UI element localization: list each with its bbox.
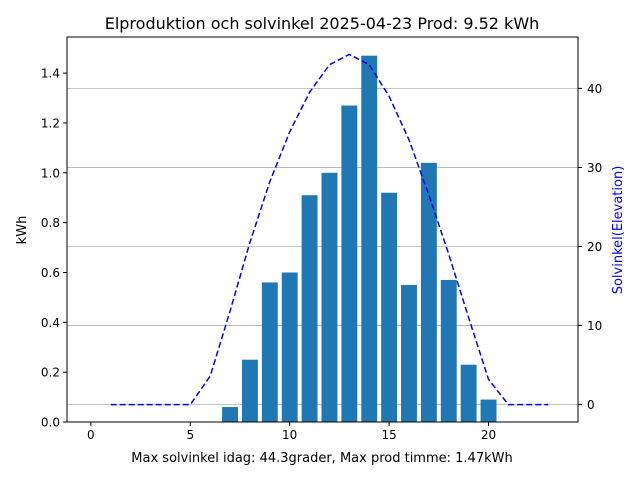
y2-tick-label: 30 bbox=[587, 161, 602, 175]
bar bbox=[480, 399, 497, 422]
bar bbox=[281, 272, 298, 422]
y2-tick-label: 10 bbox=[587, 319, 602, 333]
y-tick-label: 0.6 bbox=[41, 266, 60, 280]
bar bbox=[381, 192, 398, 422]
bar bbox=[321, 172, 338, 422]
y-tick-label: 0.8 bbox=[41, 216, 60, 230]
bars-layer bbox=[222, 55, 497, 422]
x-tick-label: 20 bbox=[481, 428, 496, 442]
bar bbox=[460, 364, 477, 422]
bar bbox=[361, 55, 378, 422]
bar bbox=[222, 407, 238, 422]
bar bbox=[440, 279, 457, 422]
y-tick-label: 0.0 bbox=[41, 416, 60, 430]
x-axis-label: Max solvinkel idag: 44.3grader, Max prod… bbox=[131, 451, 512, 466]
y2-tick-label: 40 bbox=[587, 82, 602, 96]
bar bbox=[301, 195, 318, 422]
bar bbox=[420, 162, 437, 422]
y2-tick-label: 0 bbox=[587, 398, 595, 412]
y-tick-label: 0.2 bbox=[41, 366, 60, 380]
x-tick-label: 10 bbox=[282, 428, 297, 442]
bar bbox=[241, 359, 258, 422]
x-tick-label: 15 bbox=[381, 428, 396, 442]
y-axis-label: kWh bbox=[15, 216, 30, 245]
plot-frame bbox=[66, 36, 579, 423]
y-tick-label: 1.2 bbox=[41, 116, 60, 130]
x-tick-label: 5 bbox=[186, 428, 194, 442]
series-line bbox=[110, 53, 549, 406]
y2-tick-label: 20 bbox=[587, 240, 602, 254]
y-tick-label: 1.4 bbox=[41, 67, 60, 81]
line-layer bbox=[110, 53, 549, 406]
axes-layer: 0 5 10 15 20 0.0 0.2 0.4 0.6 0.8 1.0 1.2 1.4 0 10 20 30 4… bbox=[41, 36, 602, 442]
y2-axis-label: Solvinkel(Elevation) bbox=[611, 166, 626, 295]
bar bbox=[341, 105, 358, 422]
y-tick-label: 0.4 bbox=[41, 316, 60, 330]
bar bbox=[261, 282, 278, 422]
bar bbox=[401, 284, 417, 422]
x-tick-label: 0 bbox=[87, 428, 95, 442]
y-tick-label: 1.0 bbox=[41, 166, 60, 180]
chart-title: Elproduktion och solvinkel 2025-04-23 Pr… bbox=[105, 14, 540, 33]
